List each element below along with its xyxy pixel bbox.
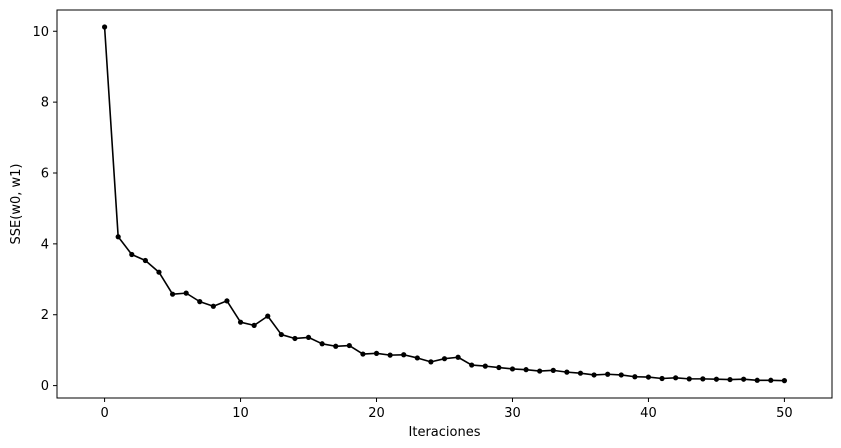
data-point bbox=[401, 352, 407, 358]
data-point bbox=[605, 371, 611, 377]
data-point bbox=[537, 368, 543, 374]
data-point bbox=[550, 367, 556, 373]
y-tick-label: 8 bbox=[41, 96, 49, 111]
data-point bbox=[618, 372, 624, 378]
data-point bbox=[700, 376, 706, 382]
data-point bbox=[455, 354, 461, 360]
data-point bbox=[169, 291, 176, 297]
data-point bbox=[754, 377, 760, 383]
y-tick-label: 6 bbox=[41, 166, 49, 181]
data-point bbox=[346, 342, 352, 349]
series-layer bbox=[101, 24, 788, 384]
x-ticks: 0 10 20 30 40 50 bbox=[100, 398, 793, 421]
data-point bbox=[645, 374, 652, 380]
data-point bbox=[673, 375, 679, 381]
data-point bbox=[509, 366, 516, 372]
data-point bbox=[496, 364, 502, 371]
x-tick-label: 20 bbox=[368, 406, 385, 421]
data-point bbox=[278, 331, 284, 338]
data-point bbox=[768, 377, 774, 383]
data-point bbox=[659, 375, 665, 382]
data-point bbox=[142, 257, 148, 264]
y-tick-label: 10 bbox=[32, 25, 49, 40]
data-point bbox=[727, 376, 733, 383]
x-axis-label: Iteraciones bbox=[409, 425, 481, 440]
data-point bbox=[414, 355, 420, 361]
data-point bbox=[686, 376, 692, 382]
data-point bbox=[713, 376, 720, 382]
data-point bbox=[333, 343, 339, 349]
y-tick-label: 0 bbox=[41, 379, 49, 394]
x-tick-label: 40 bbox=[640, 406, 657, 421]
plot-area bbox=[57, 10, 832, 398]
x-tick-label: 50 bbox=[776, 406, 793, 421]
y-ticks: 0 2 4 6 8 10 bbox=[32, 25, 57, 394]
data-point bbox=[101, 24, 108, 30]
y-axis-label: SSE(w0, w1) bbox=[9, 164, 24, 245]
data-point bbox=[482, 363, 488, 369]
data-point bbox=[360, 351, 366, 357]
data-point bbox=[115, 234, 121, 240]
plot-frame bbox=[56, 9, 833, 399]
data-point bbox=[632, 374, 638, 380]
data-point bbox=[156, 269, 162, 275]
data-point bbox=[373, 350, 380, 356]
data-point bbox=[210, 303, 216, 309]
data-point bbox=[591, 372, 597, 378]
data-point bbox=[237, 319, 244, 325]
data-point bbox=[251, 322, 257, 328]
data-point bbox=[441, 356, 448, 362]
data-point bbox=[523, 367, 529, 373]
data-point bbox=[319, 341, 325, 347]
data-point bbox=[781, 378, 788, 384]
data-point bbox=[577, 370, 584, 376]
data-point bbox=[564, 369, 570, 375]
y-tick-label: 2 bbox=[41, 308, 49, 323]
data-point bbox=[428, 359, 434, 365]
data-point bbox=[183, 290, 189, 296]
y-tick-label: 4 bbox=[41, 237, 49, 252]
data-point bbox=[129, 251, 135, 258]
data-point bbox=[469, 362, 475, 368]
data-point bbox=[305, 334, 312, 341]
x-tick-label: 0 bbox=[100, 406, 108, 421]
x-tick-label: 30 bbox=[504, 406, 521, 421]
x-tick-label: 10 bbox=[232, 406, 249, 421]
data-point bbox=[197, 299, 203, 305]
data-point bbox=[741, 376, 747, 382]
data-point bbox=[292, 335, 298, 342]
data-point bbox=[224, 298, 230, 304]
data-point bbox=[265, 313, 271, 319]
data-point bbox=[387, 352, 393, 358]
